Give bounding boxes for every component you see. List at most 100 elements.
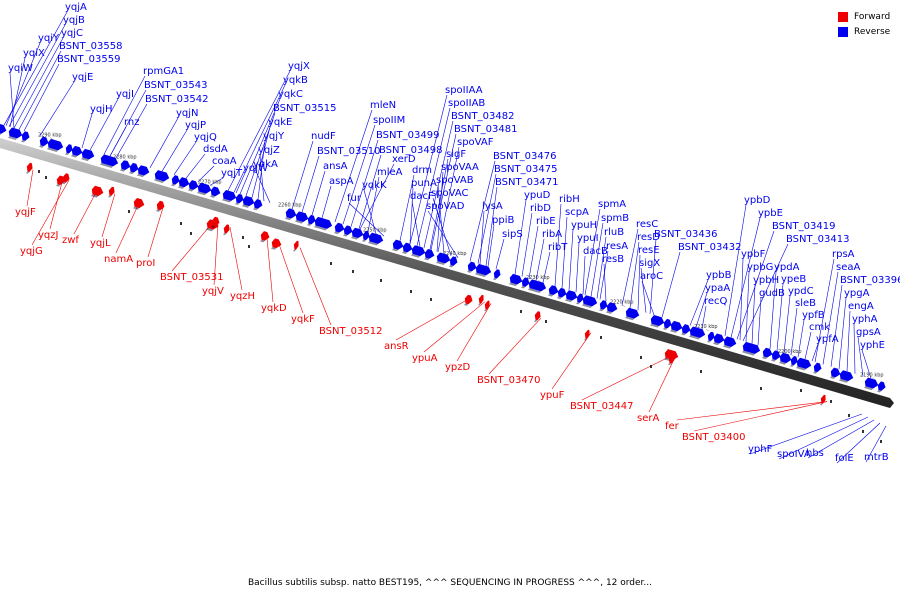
scale-tick-mark (124, 159, 129, 162)
gene-scpa (712, 333, 725, 346)
gene-label-sleb: sleB (795, 298, 816, 309)
leader-line (245, 112, 276, 196)
minor-feature-mark (242, 236, 244, 239)
leader-line (39, 81, 75, 136)
gene-ypuf (583, 329, 590, 341)
gene-yqkc (284, 208, 297, 221)
gene-spovad (575, 293, 584, 305)
gene-yqji (99, 154, 119, 169)
minor-feature-mark (862, 430, 864, 433)
forward-swatch (838, 11, 848, 22)
gene-resc (812, 362, 822, 374)
leader-line (495, 238, 505, 269)
gene-label-ribh: ribH (559, 194, 580, 205)
leader-line (115, 103, 148, 159)
gene-label-mtrb: mtrB (864, 452, 889, 463)
leader-line (427, 210, 459, 258)
leader-line (590, 222, 604, 297)
gene-label-bsnt-03447: BSNT_03447 (570, 401, 633, 412)
gene-label-xerd: xerD (392, 154, 416, 165)
gene-yqjy (252, 199, 263, 211)
gene-spmb (770, 350, 781, 362)
leader-line (637, 254, 641, 311)
gene-label-dacf: dacF (410, 191, 434, 202)
gene-label-yqkc: yqkC (278, 89, 303, 100)
leader-line (640, 267, 647, 313)
minor-feature-mark (520, 310, 522, 313)
leader-line (865, 425, 887, 463)
gene-label-bsnt-03470: BSNT_03470 (477, 375, 540, 386)
gene-label-ypui: ypuI (577, 233, 599, 244)
gene-yqkk (367, 232, 384, 246)
leader-line (695, 292, 708, 328)
gene-label-ppib: ppiB (492, 215, 514, 226)
gene-label-dacb: dacB (583, 246, 608, 257)
leader-line (778, 416, 869, 460)
gene-yqzj (55, 175, 65, 187)
leader-line (749, 413, 863, 455)
gene-label-yqjg: yqjG (20, 246, 43, 257)
map-caption: Bacillus subtilis subsp. natto BEST195, … (247, 578, 653, 588)
gene-label-rpsa: rpsA (832, 249, 855, 260)
leader-line (596, 236, 607, 299)
gene-label-bsnt-03476: BSNT_03476 (493, 151, 556, 162)
gene-yqiy (20, 131, 30, 143)
leader-line (742, 243, 789, 342)
scale-tick-label: 2270 kbp (198, 179, 222, 185)
gene-label-puna: punA (411, 178, 437, 189)
leader-line (103, 75, 146, 155)
leader-line (736, 230, 775, 340)
leader-line (432, 197, 452, 256)
leader-line (582, 255, 586, 295)
gene-label-yqkk: yqkK (362, 180, 387, 191)
gene-label-yqjh: yqjH (90, 104, 113, 115)
leader-line (89, 98, 119, 151)
leader-line (581, 355, 672, 401)
gene-ribe (669, 320, 683, 333)
gene-label-yqjp: yqjP (185, 120, 206, 131)
minor-feature-mark (128, 210, 130, 213)
scale-ticks: 2290 kbp 2280 kbp 2270 kbp 2260 kbp 2250 kbp… (38, 133, 884, 380)
gene-label-riba: ribA (542, 229, 562, 240)
leader-line (9, 57, 26, 127)
leader-line (23, 63, 60, 132)
gene-yqkd (259, 231, 270, 243)
gene-label-yqiy: yqiY (38, 33, 60, 44)
leader-line (649, 238, 657, 314)
gene-label-yqjz: yqjZ (258, 145, 280, 156)
gene-label-fole: folE (835, 453, 854, 464)
leader-line (423, 120, 454, 248)
gene-bsnt-03510 (333, 222, 345, 235)
minor-feature-mark (800, 389, 802, 392)
leader-line (311, 170, 326, 216)
gene-label-spovaf: spoVAF (457, 137, 494, 148)
gene-ppib (624, 307, 640, 321)
gene-label-ansa: ansA (323, 161, 348, 172)
gene-yqkf (270, 238, 282, 250)
leader-line (535, 238, 545, 281)
minor-feature-mark (640, 356, 642, 359)
leader-line (456, 303, 492, 362)
gene-bsnt-03498 (401, 242, 413, 255)
gene-sigf (474, 263, 492, 278)
gene-label-cmk: cmk (809, 322, 830, 333)
leader-line (299, 247, 332, 326)
gene-label-spovac: spoVAC (431, 188, 469, 199)
scale-tick-label: 2280 kbp (113, 155, 137, 161)
leader-line (291, 140, 314, 210)
gene-label-spoiim: spoIIM (373, 115, 405, 126)
gene-label-bsnt-03499: BSNT_03499 (376, 130, 439, 141)
leader-line (701, 305, 707, 330)
scale-tick-label: 2230 kbp (526, 275, 550, 281)
gene-bsnt-03471 (605, 302, 618, 314)
leader-line (857, 336, 864, 377)
leader-line (861, 349, 872, 379)
scale-tick-label: 2190 kbp (860, 373, 884, 379)
gene-label-ypga: ypgA (844, 288, 870, 299)
gene-ypzd (483, 300, 490, 312)
gene-label-coaa: coaA (212, 156, 237, 167)
gene-label-bsnt-03482: BSNT_03482 (451, 111, 514, 122)
gene-label-yqjc: yqjC (61, 28, 83, 39)
scale-tick-mark (789, 353, 794, 356)
gene-spovaa (547, 285, 559, 297)
